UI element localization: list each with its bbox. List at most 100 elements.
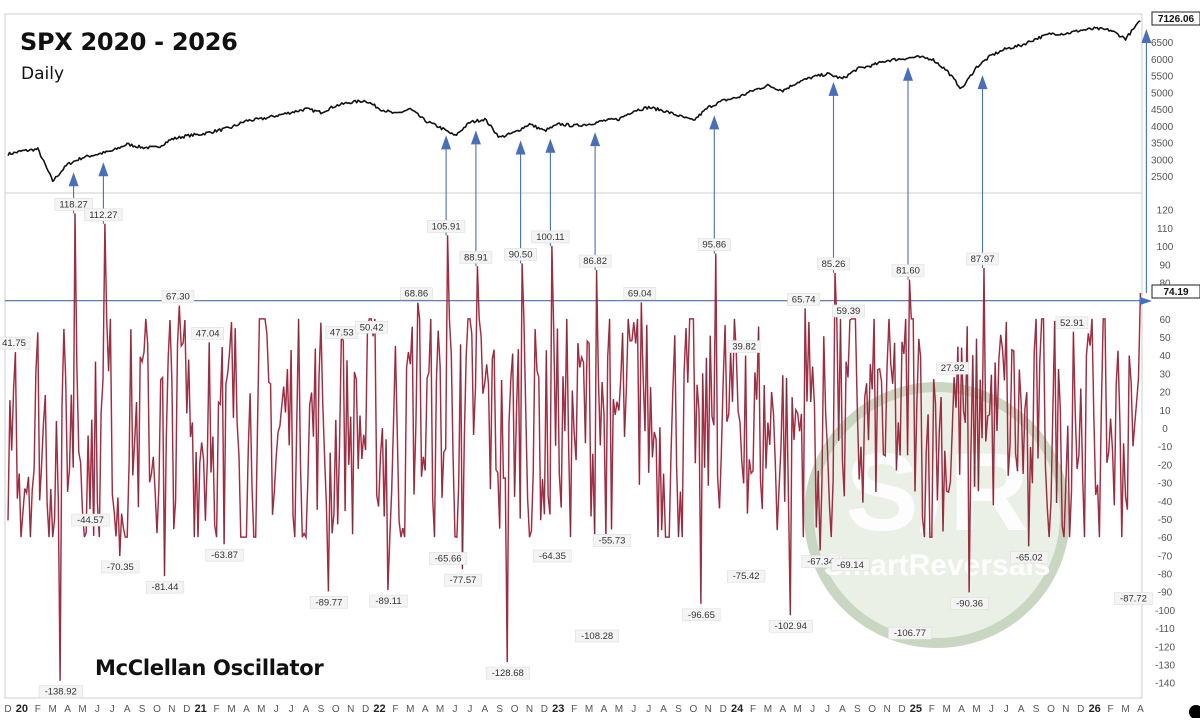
x-axis-tick: A [481,704,488,715]
value-label: -63.87 [205,548,244,562]
value-label: 65.74 [787,293,821,306]
svg-text:74.19: 74.19 [1163,287,1188,298]
svg-text:47.53: 47.53 [330,328,354,339]
x-axis-tick: A [958,704,965,715]
svg-text:-128.68: -128.68 [492,668,524,679]
svg-text:41.75: 41.75 [2,338,26,349]
value-label: -77.57 [443,573,483,587]
value-label: -138.92 [38,685,83,698]
svg-text:-64.35: -64.35 [539,551,566,562]
x-axis-tick: A [660,704,667,715]
value-label: -64.35 [533,549,572,563]
x-axis-tick: 21 [195,703,207,715]
svg-text:27.92: 27.92 [941,363,965,374]
x-axis-tick: J [110,704,115,715]
signal-arrow-head [98,162,109,177]
x-axis-tick: O [511,704,519,715]
value-label: -87.72 [1114,592,1153,605]
svg-text:-108.28: -108.28 [581,631,613,642]
x-axis-tick: J [810,704,815,715]
x-axis-tick: O [1047,704,1055,715]
svg-text:-75.42: -75.42 [733,571,760,582]
value-label: -96.65 [682,608,721,622]
x-axis-tick: O [153,704,161,715]
oscillator-title: McClellan Oscillator [95,656,324,680]
oscillator-axis-tick: -20 [1158,460,1173,471]
value-label: 118.27 [54,198,93,211]
last-value-badges: 7126.06 74.19 [1140,11,1200,719]
x-axis-tick: J [95,704,100,715]
x-axis-tick: A [243,704,250,715]
signal-arrow-head [903,66,913,81]
oscillator-axis-tick: -110 [1155,624,1175,635]
svg-text:69.04: 69.04 [628,288,652,299]
oscillator-axis-tick: 120 [1157,206,1174,217]
value-label: 52.91 [1055,316,1089,330]
spx-axis-tick: 6500 [1151,38,1174,49]
value-label: 47.53 [325,326,359,339]
oscillator-axis-tick: 40 [1159,351,1171,362]
x-axis-tick: D [541,704,548,715]
spx-axis-tick: 4000 [1151,122,1174,133]
oscillator-axis-tick: -90 [1158,588,1173,599]
panel-frames [4,13,1143,699]
spx-line-path [7,20,1141,183]
value-label: 69.04 [623,287,657,300]
spx-axis-tick: 6000 [1151,55,1174,66]
x-axis-tick: M [227,704,235,715]
svg-text:52.91: 52.91 [1060,318,1084,329]
value-label: -65.66 [428,552,468,565]
svg-text:-69.14: -69.14 [837,560,864,571]
signal-arrow-head [590,132,601,147]
value-label: -108.28 [575,629,620,643]
value-label: 39.82 [727,340,761,353]
value-label: 50.42 [355,320,388,334]
x-axis-tick: D [1077,704,1084,715]
spx-axis-tick: 3500 [1151,139,1174,150]
oscillator-panel-frame [4,192,1143,699]
value-label: 90.50 [504,248,537,261]
x-axis-tick: N [168,704,175,715]
x-axis-tick: D [183,704,190,715]
value-label: 68.86 [399,287,433,301]
value-label: 59.39 [832,304,865,318]
oscillator-axis-tick: 30 [1159,369,1171,380]
oscillator-axis-tick: 60 [1159,315,1171,326]
svg-text:-65.02: -65.02 [1016,552,1043,563]
spx-last-value-badge: 7126.06 [1151,11,1200,26]
x-axis-tick: N [347,704,354,715]
svg-text:118.27: 118.27 [59,199,87,210]
svg-text:50.42: 50.42 [360,322,384,333]
svg-text:-70.35: -70.35 [107,562,134,573]
svg-text:81.60: 81.60 [896,266,920,277]
value-label: 112.27 [84,208,123,222]
chart-title: SPX 2020 - 2026 [20,28,238,56]
oscillator-axis-tick: -40 [1158,497,1173,508]
x-axis-months: D 20 F M A M J J A S O N D 21 F M A M J J A S O N D 22 F M A M J J A S O N D… [4,703,1144,715]
x-axis-tick: A [839,704,846,715]
x-axis-tick: J [989,704,994,715]
x-axis-tick: D [4,704,11,715]
x-axis-tick: S [318,704,325,715]
svg-text:7126.06: 7126.06 [1158,14,1195,25]
svg-text:-138.92: -138.92 [45,687,77,698]
svg-text:-55.73: -55.73 [599,535,626,546]
value-label: -67.34 [801,555,840,568]
x-axis-tick: D [720,704,727,715]
svg-text:112.27: 112.27 [89,210,117,221]
oscillator-axis-tick: -140 [1155,679,1175,690]
signal-arrow-head [68,172,79,187]
svg-text:47.04: 47.04 [196,328,220,339]
x-axis-tick: M [406,704,414,715]
svg-text:39.82: 39.82 [732,342,756,353]
svg-text:67.30: 67.30 [166,292,190,303]
x-axis-tick: M [794,704,802,715]
oscillator-axis-tick: -50 [1158,515,1173,526]
value-label: 95.86 [697,238,731,251]
value-label: 47.04 [191,327,224,340]
x-axis-tick: 24 [731,703,744,715]
oscillator-axis-tick: 10 [1159,406,1171,417]
svg-text:-90.36: -90.36 [956,598,983,609]
value-label: 105.91 [426,220,466,233]
